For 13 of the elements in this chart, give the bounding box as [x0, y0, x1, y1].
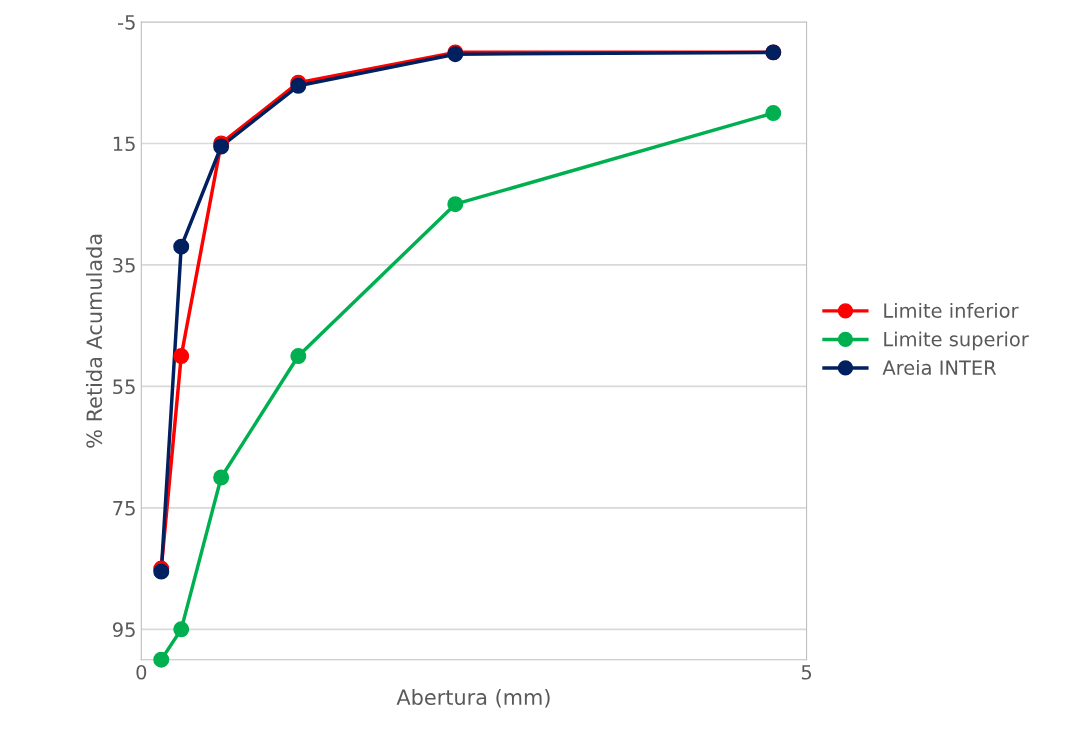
- y-tick-label: 55: [113, 379, 135, 395]
- y-tick-label: -5: [118, 15, 135, 30]
- y-tick-label: 75: [113, 501, 135, 516]
- x-tick-label: 5: [801, 665, 812, 680]
- y-tick-label: 95: [112, 622, 135, 637]
- y-tick-label: 15: [113, 136, 135, 152]
- legend-label: Limite superior: [884, 331, 1029, 351]
- legend-label: Areia INTER: [882, 359, 997, 376]
- x-axis-title: Abertura (mm): [396, 688, 550, 708]
- y-tick-label: 35: [113, 257, 135, 273]
- legend-label: Limite inferior: [884, 302, 1019, 318]
- x-tick-label: 0: [136, 664, 147, 680]
- y-axis-title: % Retida Acumulada: [85, 234, 103, 448]
